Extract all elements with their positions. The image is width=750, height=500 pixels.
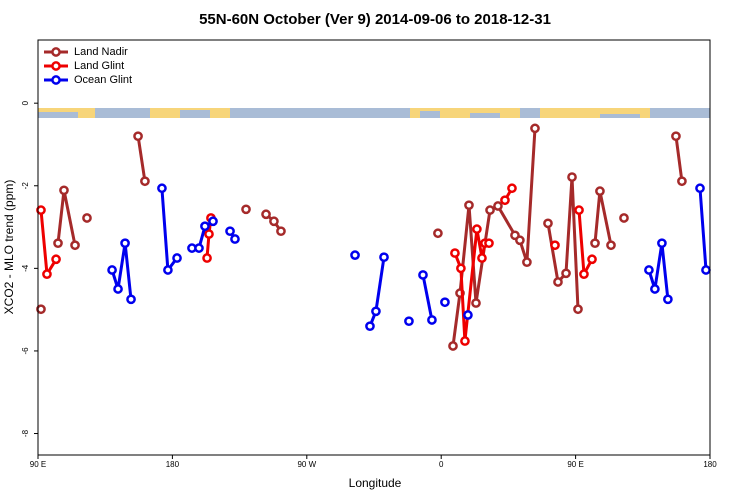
- data-point: [350, 250, 360, 260]
- data-point: [261, 209, 271, 220]
- data-point: [663, 294, 673, 305]
- legend-label: Land Nadir: [74, 46, 128, 58]
- data-point: [522, 257, 532, 268]
- y-tick-label: -6: [21, 347, 30, 355]
- data-point: [550, 240, 560, 251]
- data-point: [472, 224, 482, 234]
- data-point: [204, 229, 214, 239]
- data-point: [107, 265, 117, 275]
- data-point: [460, 336, 470, 346]
- data-point: [463, 310, 473, 320]
- data-point: [208, 216, 218, 227]
- y-axis-label: XCO2 - MLO trend (ppm): [2, 180, 16, 315]
- x-axis-label: Longitude: [349, 476, 402, 490]
- data-point: [440, 297, 450, 308]
- x-tick-label: 180: [166, 460, 180, 469]
- data-point: [448, 341, 458, 351]
- data-point: [553, 277, 563, 287]
- data-point: [464, 200, 474, 211]
- data-point: [59, 185, 69, 196]
- data-point: [172, 253, 182, 263]
- data-point: [53, 238, 63, 249]
- data-point: [471, 298, 481, 308]
- data-point: [269, 216, 279, 227]
- data-point: [241, 204, 251, 215]
- data-point: [120, 238, 130, 249]
- chart-title: 55N-60N October (Ver 9) 2014-09-06 to 20…: [199, 11, 551, 28]
- data-point: [450, 248, 460, 258]
- data-point: [619, 213, 629, 223]
- x-tick-label: 90 E: [567, 460, 583, 469]
- data-point: [579, 269, 589, 279]
- data-point: [225, 226, 235, 237]
- data-point: [695, 183, 705, 194]
- data-point: [404, 316, 414, 327]
- data-point: [194, 243, 204, 253]
- legend-marker: [51, 75, 61, 85]
- data-point: [507, 183, 517, 194]
- data-point: [701, 265, 711, 275]
- data-point: [606, 240, 616, 251]
- data-point: [418, 270, 428, 280]
- data-point: [650, 284, 660, 294]
- data-point: [671, 131, 681, 142]
- data-point: [485, 205, 495, 215]
- y-tick-label: -4: [21, 264, 30, 272]
- data-point: [365, 321, 375, 332]
- data-point: [202, 253, 212, 263]
- y-tick-label: -2: [21, 182, 30, 190]
- data-point: [163, 265, 173, 275]
- y-tick-label: 0: [21, 100, 30, 105]
- data-point: [573, 304, 583, 315]
- data-point: [587, 254, 597, 265]
- data-point: [543, 218, 553, 229]
- data-point: [677, 176, 687, 187]
- legend-marker: [51, 61, 61, 71]
- data-point: [530, 123, 540, 134]
- x-tick-label: 180: [703, 460, 717, 469]
- data-point: [200, 221, 210, 232]
- data-point: [36, 304, 46, 315]
- data-point: [230, 234, 240, 244]
- data-point: [456, 263, 466, 274]
- data-point: [567, 172, 577, 182]
- data-point: [515, 235, 525, 246]
- data-point: [433, 228, 443, 239]
- x-tick-label: 90 E: [30, 460, 46, 469]
- data-point: [157, 183, 167, 194]
- data-point: [42, 269, 52, 279]
- data-point: [595, 186, 605, 196]
- map-strip: [38, 108, 710, 118]
- x-tick-label: 90 W: [297, 460, 316, 469]
- plot-frame: [37, 39, 711, 456]
- data-point: [500, 195, 510, 206]
- data-point: [140, 176, 150, 187]
- data-point: [276, 226, 286, 237]
- data-point: [36, 205, 46, 215]
- x-tick-label: 0: [439, 460, 444, 469]
- y-tick-label: -8: [21, 429, 30, 437]
- legend-label: Land Glint: [74, 60, 124, 72]
- data-point: [126, 294, 136, 305]
- data-point: [477, 253, 487, 263]
- data-point: [82, 213, 92, 223]
- data-point: [379, 252, 389, 263]
- data-point: [590, 238, 600, 249]
- data-point: [133, 131, 143, 142]
- data-point: [493, 201, 503, 211]
- data-point: [574, 205, 584, 215]
- data-point: [484, 238, 494, 249]
- legend-marker: [51, 47, 61, 57]
- data-point: [644, 265, 654, 275]
- data-point: [51, 254, 61, 265]
- data-point: [427, 315, 437, 325]
- data-point: [70, 240, 80, 251]
- data-point: [113, 284, 123, 294]
- data-point: [657, 238, 667, 249]
- data-point: [561, 268, 571, 279]
- data-point: [371, 306, 381, 317]
- legend-label: Ocean Glint: [74, 74, 132, 86]
